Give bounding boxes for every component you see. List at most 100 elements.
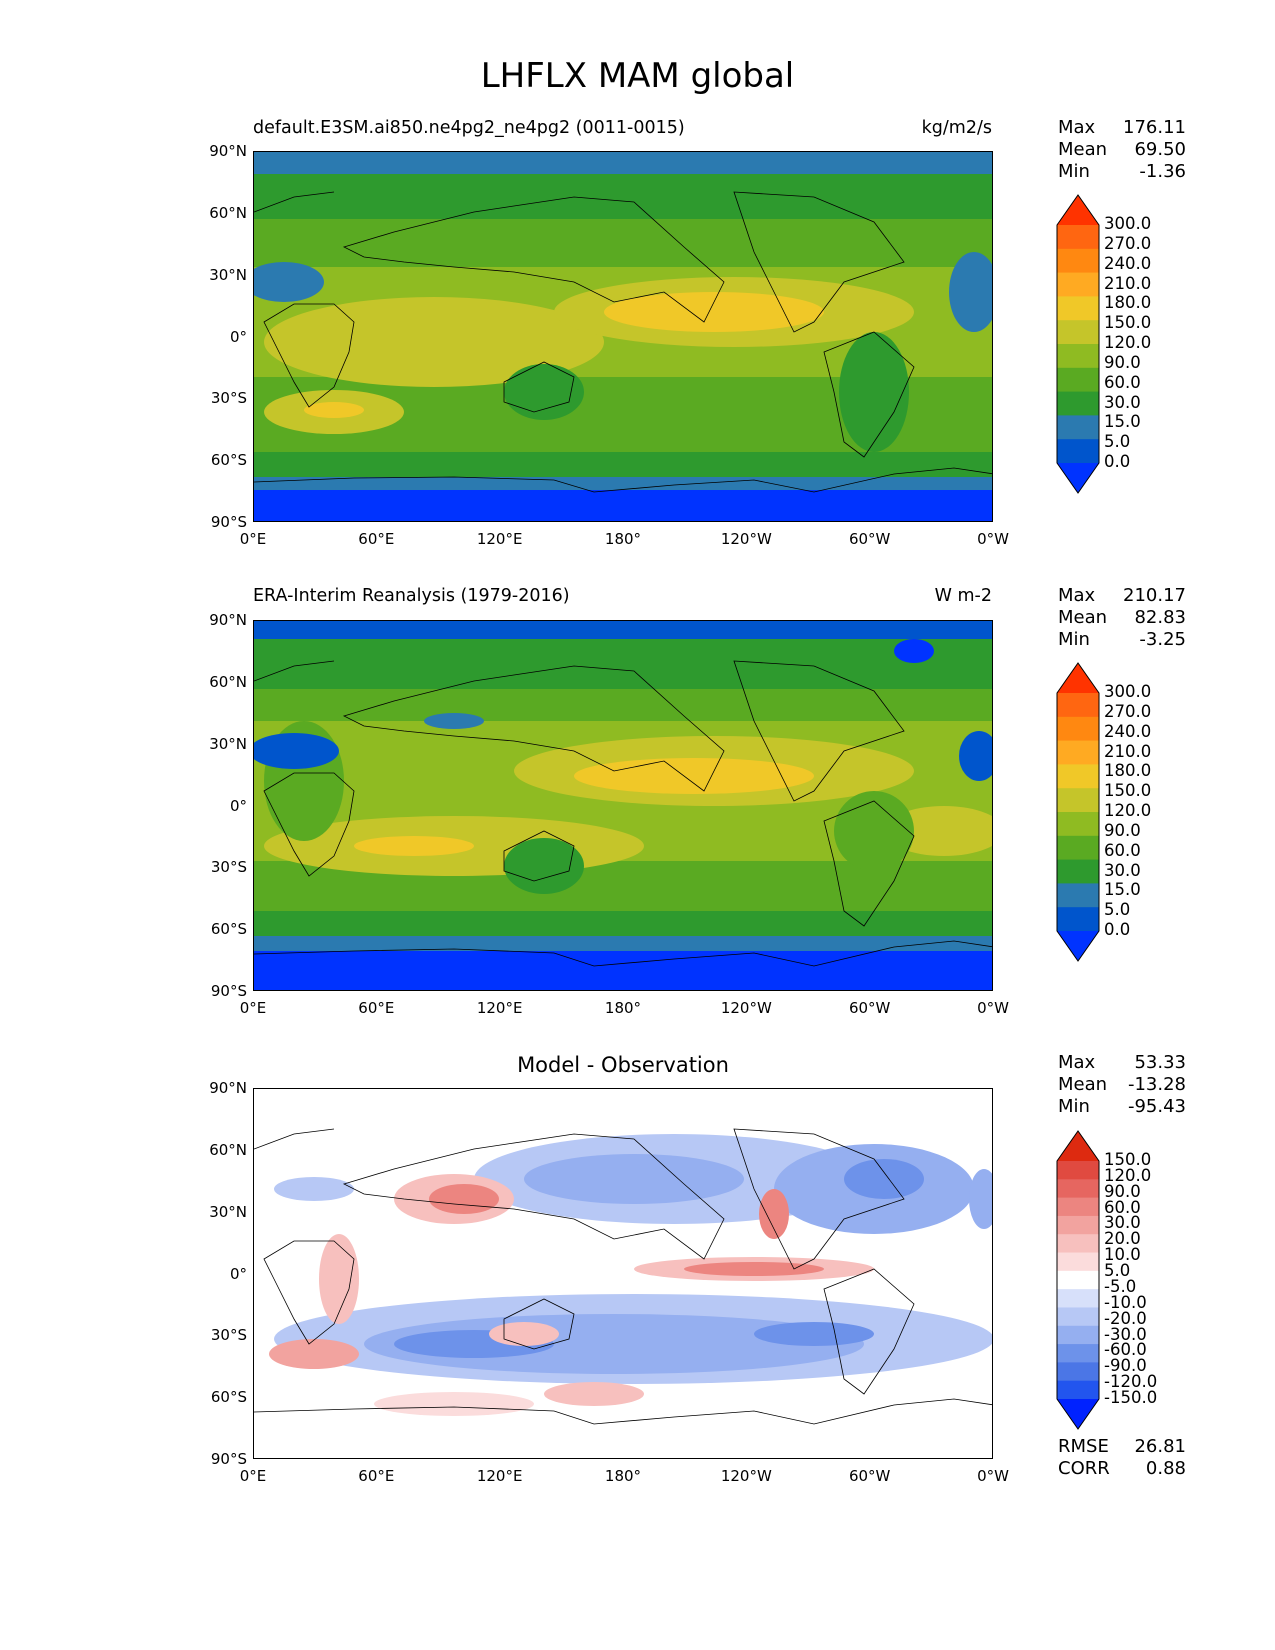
panel-3-stats: Max 53.33 Mean -13.28 Min -95.43	[1058, 1052, 1186, 1118]
colorbar-tick-label: -150.0	[1104, 1388, 1158, 1407]
lon-tick-label: 0°W	[977, 530, 1009, 548]
colorbar-segment	[1057, 1179, 1099, 1199]
colorbar-segment	[1057, 1344, 1099, 1363]
figure-title: LHFLX MAM global	[480, 56, 795, 96]
colorbar-outline	[1056, 194, 1100, 494]
lat-tick-label: 30°S	[210, 389, 247, 408]
colorbar-tick-label: 90.0	[1104, 820, 1141, 840]
colorbar-extend-max	[1057, 195, 1099, 225]
colorbar-tick-label: 150.0	[1104, 781, 1152, 801]
colorbar-extend-max	[1057, 663, 1099, 693]
lon-tick-label: 120°W	[720, 1467, 772, 1485]
colorbar-tick-label: 5.0	[1104, 1261, 1131, 1281]
colorbar-tick-label: 120.0	[1104, 1165, 1152, 1185]
colorbar-tick-label: 180.0	[1104, 293, 1152, 313]
lon-tick-label: 0°W	[977, 999, 1009, 1017]
colorbar-segment	[1057, 859, 1099, 884]
lon-tick-label: 180°	[604, 1467, 642, 1485]
colorbar-tick-label: 270.0	[1104, 701, 1152, 721]
lon-tick-label: 60°E	[358, 530, 395, 548]
colorbar-segment	[1057, 907, 1099, 932]
lon-tick-label: 120°W	[720, 999, 772, 1017]
colorbar-segment	[1057, 788, 1099, 813]
colorbar-extend-min	[1057, 463, 1099, 493]
panel-2-units: W m-2	[934, 586, 992, 606]
colorbar-tick-label: 30.0	[1104, 1213, 1141, 1233]
colorbar-tick-label: 210.0	[1104, 741, 1152, 761]
lat-tick-label: 0°	[229, 1264, 247, 1283]
colorbar-tick-label: 5.0	[1104, 432, 1131, 452]
stat-label: Mean	[1058, 607, 1108, 628]
colorbar-segment	[1057, 344, 1099, 369]
colorbar-segment	[1057, 1289, 1099, 1308]
lat-tick-label: 60°N	[209, 672, 247, 691]
lat-tick-label: 30°N	[209, 1202, 247, 1221]
colorbar-segment	[1057, 1325, 1099, 1345]
colorbar-segment	[1057, 296, 1099, 321]
colorbar-extend-min	[1057, 931, 1099, 961]
stat-value: -1.36	[1139, 161, 1186, 182]
colorbar-tick-label: 20.0	[1104, 1229, 1141, 1249]
lon-tick-label: 60°W	[848, 1467, 891, 1485]
lat-tick-label: 90°S	[210, 1450, 247, 1468]
colorbar-tick-label: -5.0	[1104, 1276, 1137, 1296]
colorbar-tick-label: 180.0	[1104, 761, 1152, 781]
lat-tick-label: 60°S	[210, 451, 247, 470]
colorbar-segment	[1057, 1215, 1099, 1235]
panel-1-map	[253, 151, 993, 522]
panel-2-stats: Max 210.17 Mean 82.83 Min -3.25	[1058, 585, 1186, 651]
lat-tick-label: 30°N	[209, 265, 247, 284]
colorbar	[1056, 194, 1100, 494]
panel-3-map	[253, 1088, 993, 1459]
colorbar-tick-label: 120.0	[1104, 333, 1152, 352]
colorbar-tick-label: 270.0	[1104, 233, 1152, 253]
lon-tick-label: 60°E	[358, 999, 395, 1017]
panel-3-metrics: RMSE 26.81 CORR 0.88	[1058, 1436, 1186, 1480]
colorbar-segment	[1057, 835, 1099, 861]
colorbar-segment	[1057, 1197, 1099, 1217]
colorbar-segment	[1057, 693, 1099, 718]
colorbar	[1056, 1130, 1100, 1430]
colorbar-tick-label: 0.0	[1104, 920, 1131, 939]
colorbar-segment	[1057, 439, 1099, 464]
stat-label: Min	[1058, 1096, 1090, 1117]
colorbar-tick-label: -10.0	[1104, 1292, 1147, 1312]
metric-label: RMSE	[1058, 1436, 1109, 1457]
stat-value: -3.25	[1139, 629, 1186, 650]
stat-label: Mean	[1058, 139, 1108, 160]
colorbar-tick-label: 0.0	[1104, 452, 1131, 471]
lat-tick-label: 90°S	[210, 513, 247, 531]
colorbar-segment	[1057, 1380, 1099, 1400]
stat-value: 69.50	[1134, 139, 1186, 160]
colorbar-tick-label: 120.0	[1104, 801, 1152, 820]
metric-value: 26.81	[1134, 1436, 1186, 1457]
stat-label: Max	[1058, 117, 1096, 138]
colorbar-tick-label: -120.0	[1104, 1372, 1158, 1392]
stat-label: Max	[1058, 1052, 1096, 1073]
lon-tick-label: 0°W	[977, 1467, 1009, 1485]
colorbar-tick-label: 300.0	[1104, 682, 1152, 701]
lon-tick-label: 180°	[604, 999, 642, 1017]
colorbar-tick-label: 90.0	[1104, 352, 1141, 372]
colorbar-tick-label: -20.0	[1104, 1308, 1147, 1328]
colorbar-tick-label: 150.0	[1104, 313, 1152, 333]
colorbar-tick-label: 60.0	[1104, 372, 1141, 392]
colorbar-tick-label: 60.0	[1104, 1197, 1141, 1217]
stat-value: -13.28	[1127, 1074, 1186, 1095]
colorbar-tick-label: -30.0	[1104, 1324, 1147, 1344]
colorbar-outline	[1056, 1130, 1100, 1430]
colorbar-outline	[1056, 662, 1100, 962]
lat-tick-label: 90°N	[209, 611, 247, 629]
colorbar-segment	[1057, 415, 1099, 440]
colorbar-segment	[1057, 764, 1099, 789]
colorbar-segment	[1057, 1234, 1099, 1254]
panel-1-title: default.E3SM.ai850.ne4pg2_ne4pg2 (0011-0…	[253, 118, 685, 138]
stat-label: Min	[1058, 629, 1090, 650]
colorbar-segment	[1057, 248, 1099, 274]
colorbar-segment	[1057, 883, 1099, 908]
panel-1-units: kg/m2/s	[921, 118, 992, 138]
lat-tick-label: 90°N	[209, 142, 247, 160]
panel-1-stats: Max 176.11 Mean 69.50 Min -1.36	[1058, 117, 1186, 183]
colorbar-tick-label: 5.0	[1104, 900, 1131, 920]
colorbar	[1056, 662, 1100, 962]
